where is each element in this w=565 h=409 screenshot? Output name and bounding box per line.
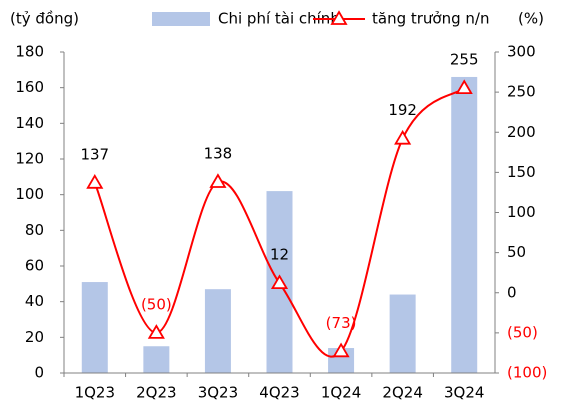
marker	[332, 342, 350, 358]
y-tick-label: 120	[15, 150, 44, 168]
bar	[143, 346, 170, 373]
y2-tick-label: 0	[507, 283, 517, 301]
marker	[147, 324, 165, 339]
marker	[394, 129, 412, 145]
x-tick-label: 3Q24	[444, 384, 484, 402]
data-label: 138	[204, 145, 233, 163]
y-axis-label: (tỷ đồng)	[10, 10, 79, 28]
y2-tick-label: 150	[507, 163, 536, 181]
y-tick-label: 0	[34, 364, 44, 382]
legend-label: tăng trưởng n/n	[372, 10, 489, 28]
legend-label: Chi phí tài chính	[218, 10, 340, 28]
x-tick-label: 2Q24	[382, 384, 422, 402]
data-label: (50)	[141, 295, 172, 313]
y2-tick-label: (50)	[507, 323, 538, 341]
legend-swatch	[152, 12, 210, 26]
y2-tick-label: 50	[507, 243, 526, 261]
data-label: 12	[270, 246, 289, 264]
marker	[209, 173, 227, 188]
bar	[204, 289, 231, 373]
bar	[451, 76, 478, 373]
marker	[270, 274, 289, 290]
y-tick-label: 100	[15, 185, 44, 203]
y-tick-label: 160	[15, 78, 44, 96]
y-tick-label: 20	[25, 328, 44, 346]
y2-tick-label: 250	[507, 83, 536, 101]
marker	[86, 174, 104, 189]
y-tick-label: 80	[25, 221, 44, 239]
x-tick-label: 1Q23	[75, 384, 115, 402]
y2-tick-label: 100	[507, 203, 536, 221]
marker	[455, 79, 473, 95]
data-label: 255	[450, 51, 479, 69]
x-tick-label: 4Q23	[259, 384, 299, 402]
y2-tick-label: (100)	[507, 364, 547, 382]
y2-tick-label: 200	[507, 123, 536, 141]
bar	[389, 294, 416, 373]
data-label: (73)	[326, 314, 357, 332]
y-tick-label: 140	[15, 114, 44, 132]
x-tick-label: 3Q23	[198, 384, 238, 402]
y-tick-label: 180	[15, 43, 44, 61]
y2-axis-label: (%)	[518, 10, 544, 28]
legend-marker	[330, 10, 348, 25]
x-tick-label: 2Q23	[136, 384, 176, 402]
data-label: 137	[80, 145, 109, 163]
x-tick-label: 1Q24	[321, 384, 361, 402]
y-tick-label: 40	[25, 292, 44, 310]
y-tick-label: 60	[25, 257, 44, 275]
bar	[81, 282, 108, 373]
y2-tick-label: 300	[507, 43, 536, 61]
data-label: 192	[388, 101, 417, 119]
